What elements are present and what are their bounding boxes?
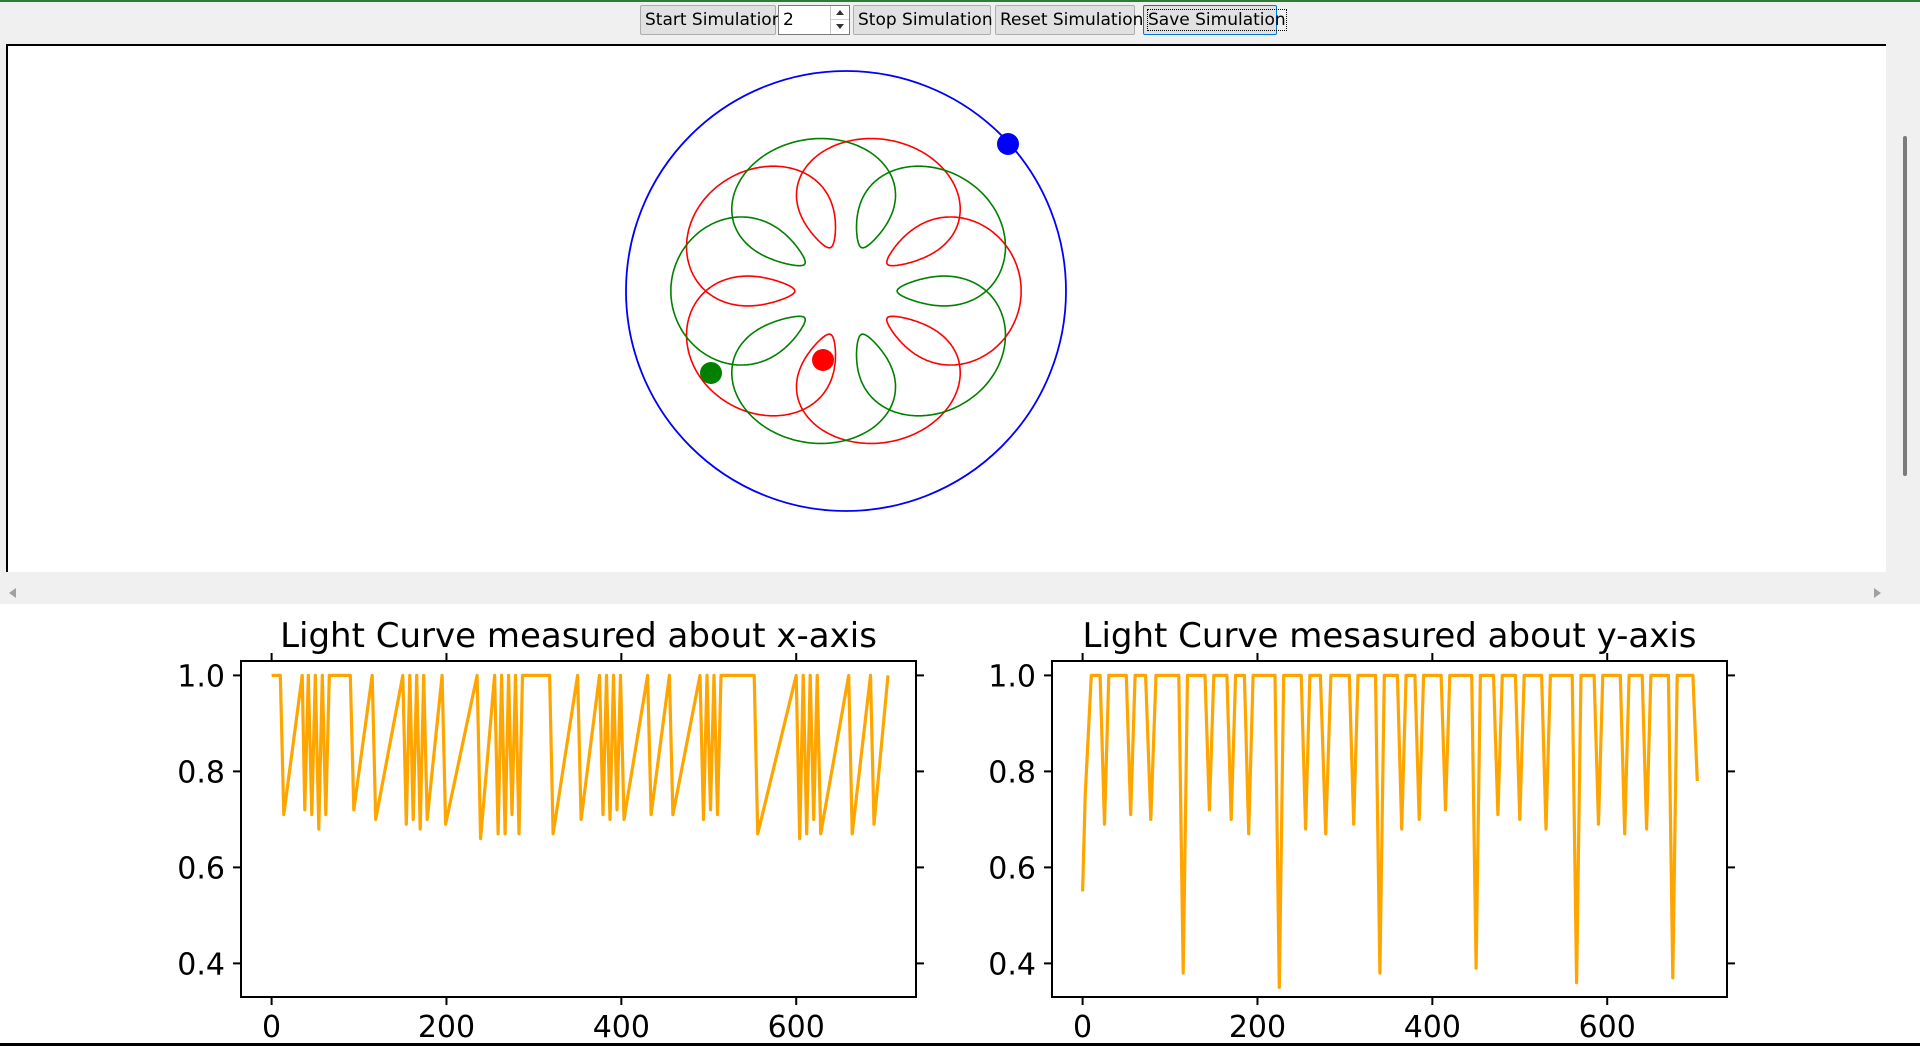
green-trail-path: [670, 137, 1007, 445]
spin-up-arrow-icon[interactable]: [831, 6, 849, 20]
speed-spinbox-value[interactable]: 2: [783, 10, 794, 30]
x-tick-label: 200: [1229, 1010, 1286, 1045]
y-tick-label: 0.6: [177, 851, 225, 886]
scroll-left-arrow-icon[interactable]: [6, 586, 18, 600]
x-axis-light-curve-chart: Light Curve measured about x-axis 1.0 0.8 0…: [177, 616, 924, 1045]
light-curve-line: [271, 673, 890, 841]
spinbox-buttons: [830, 6, 849, 34]
chart-title: Light Curve mesasured about y-axis: [1083, 616, 1697, 656]
y-tick-label: 0.4: [988, 947, 1036, 982]
simulation-canvas[interactable]: [6, 44, 1886, 572]
x-tick-label: 200: [418, 1010, 475, 1045]
outer-orbit-path: [625, 70, 1067, 512]
vertical-scrollbar-thumb[interactable]: [1903, 136, 1907, 476]
horizontal-scrollbar[interactable]: [0, 582, 1888, 604]
red-planet-trail: [685, 137, 1022, 445]
y-axis-light-curve-chart: Light Curve mesasured about y-axis 1.0 0.8…: [988, 616, 1735, 1045]
stop-simulation-label: Stop Simulation: [858, 10, 993, 30]
y-tick-label: 0.6: [988, 851, 1036, 886]
x-tick-label: 600: [768, 1010, 825, 1045]
red-trail-path: [685, 137, 1022, 445]
light-curve-plots: Light Curve measured about x-axis 1.0 0.8 0…: [0, 604, 1920, 1046]
y-tick-label: 0.8: [177, 755, 225, 790]
x-tick-label: 400: [593, 1010, 650, 1045]
chart-title: Light Curve measured about x-axis: [280, 616, 877, 656]
blue-planet: [997, 133, 1019, 155]
start-simulation-label: Start Simulation: [645, 10, 783, 30]
y-tick-label: 0.4: [177, 947, 225, 982]
start-simulation-button[interactable]: Start Simulation: [640, 5, 783, 35]
green-planet: [700, 362, 722, 384]
y-tick-label: 0.8: [988, 755, 1036, 790]
x-tick-label: 0: [1073, 1010, 1092, 1045]
spin-down-arrow-icon[interactable]: [831, 20, 849, 34]
reset-simulation-label: Reset Simulation: [1000, 10, 1144, 30]
speed-spinbox[interactable]: 2: [778, 5, 850, 35]
reset-simulation-button[interactable]: Reset Simulation: [995, 5, 1143, 35]
x-tick-label: 600: [1579, 1010, 1636, 1045]
red-planet: [812, 349, 834, 371]
save-simulation-button[interactable]: Save Simulation: [1143, 5, 1287, 35]
window-bottom-border: [0, 1043, 1920, 1046]
scroll-right-arrow-icon[interactable]: [1872, 586, 1884, 600]
stop-simulation-button[interactable]: Stop Simulation: [853, 5, 993, 35]
y-tick-label: 1.0: [177, 659, 225, 694]
save-simulation-label: Save Simulation: [1147, 9, 1287, 31]
window-top-border: [0, 0, 1920, 2]
light-curve-line: [1081, 673, 1699, 989]
simulation-drawing: [625, 70, 1067, 512]
green-planet-trail: [670, 137, 1007, 445]
plot-frame: [240, 660, 917, 998]
x-tick-label: 400: [1404, 1010, 1461, 1045]
light-curve-figure: Light Curve measured about x-axis 1.0 0.8 0…: [177, 616, 1735, 1045]
toolbar: Start Simulation 2 Stop Simulation Reset…: [0, 2, 1920, 42]
plot-frame: [1051, 660, 1728, 998]
x-tick-label: 0: [262, 1010, 281, 1045]
y-tick-label: 1.0: [988, 659, 1036, 694]
